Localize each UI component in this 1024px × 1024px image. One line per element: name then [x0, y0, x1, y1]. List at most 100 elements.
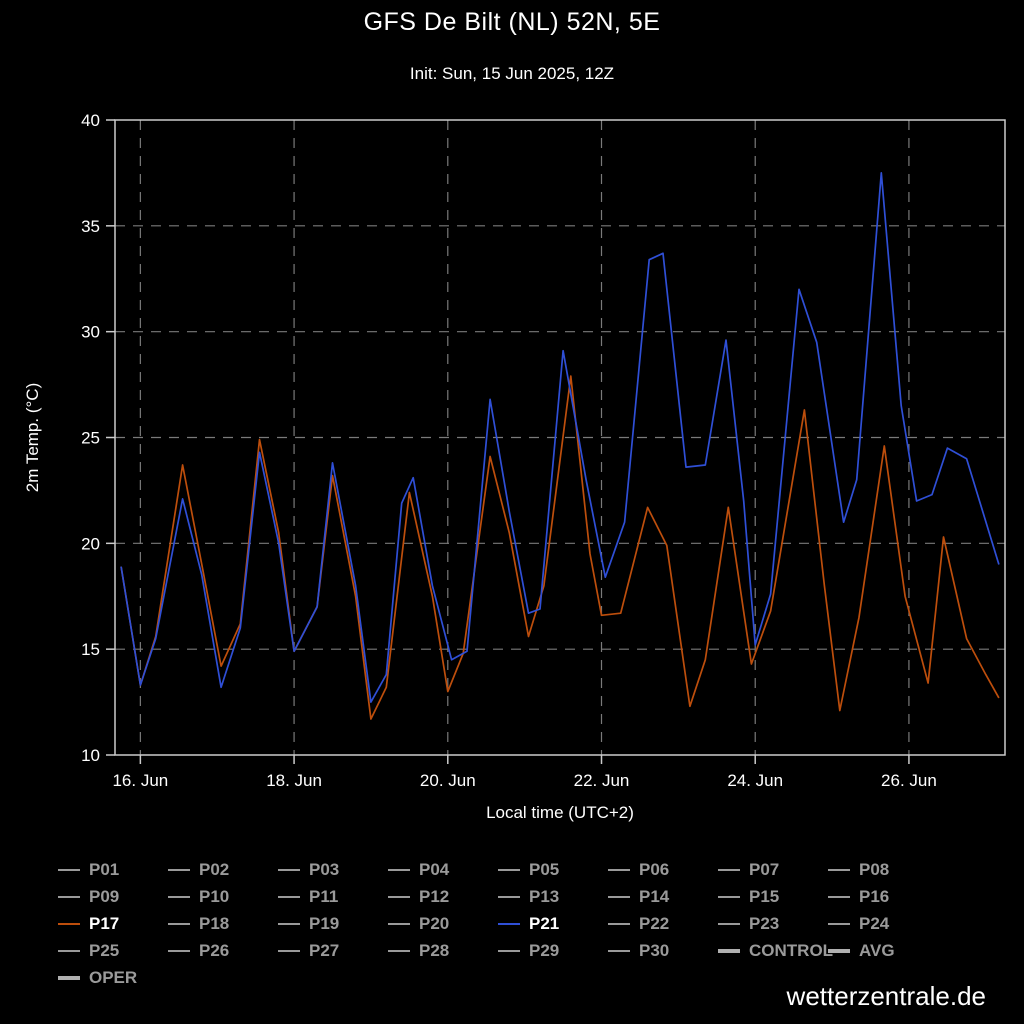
legend-label-p07: P07 — [749, 860, 780, 879]
legend-item-p27: P27 — [278, 941, 388, 961]
legend-item-p05: P05 — [498, 860, 608, 880]
y-tick-label: 30 — [81, 323, 100, 342]
legend-swatch-p08 — [828, 869, 850, 871]
x-tick-label: 16. Jun — [112, 771, 168, 790]
legend-swatch-p14 — [608, 896, 630, 898]
legend-swatch-p02 — [168, 869, 190, 871]
legend-label-p13: P13 — [529, 887, 560, 906]
legend-item-p01: P01 — [58, 860, 168, 880]
legend-item-p08: P08 — [828, 860, 938, 880]
legend-swatch-p30 — [608, 950, 630, 952]
legend-item-p10: P10 — [168, 887, 278, 907]
legend-label-p17: P17 — [89, 914, 120, 933]
legend-label-p08: P08 — [859, 860, 890, 879]
legend-swatch-p09 — [58, 896, 80, 898]
legend-label-oper: OPER — [89, 968, 138, 987]
legend-label-p12: P12 — [419, 887, 450, 906]
legend-label-p27: P27 — [309, 941, 340, 960]
plot-frame — [114, 119, 1006, 756]
y-tick-label: 15 — [81, 640, 100, 659]
legend-item-p15: P15 — [718, 887, 828, 907]
legend-swatch-p11 — [278, 896, 300, 898]
legend-label-p01: P01 — [89, 860, 120, 879]
legend-swatch-p27 — [278, 950, 300, 952]
legend-item-p30: P30 — [608, 941, 718, 961]
legend: P01 P02 P03 P04 P05 P06 P07 P08 P09 P10 P11 P12 P13 P… — [58, 860, 938, 988]
legend-item-p03: P03 — [278, 860, 388, 880]
legend-item-p07: P07 — [718, 860, 828, 880]
legend-swatch-p22 — [608, 923, 630, 925]
y-tick-label: 20 — [81, 534, 100, 553]
legend-swatch-p17 — [58, 923, 80, 925]
legend-label-p04: P04 — [419, 860, 450, 879]
legend-item-p17: P17 — [58, 914, 168, 934]
legend-swatch-p06 — [608, 869, 630, 871]
legend-item-p29: P29 — [498, 941, 608, 961]
legend-swatch-p10 — [168, 896, 190, 898]
legend-label-p11: P11 — [309, 887, 339, 906]
legend-label-p06: P06 — [639, 860, 670, 879]
x-axis-title: Local time (UTC+2) — [486, 803, 634, 822]
legend-item-p16: P16 — [828, 887, 938, 907]
legend-item-p09: P09 — [58, 887, 168, 907]
x-tick-label: 22. Jun — [574, 771, 630, 790]
legend-swatch-p28 — [388, 950, 410, 952]
legend-label-p19: P19 — [309, 914, 340, 933]
legend-swatch-p25 — [58, 950, 80, 952]
legend-label-p03: P03 — [309, 860, 340, 879]
legend-item-p25: P25 — [58, 941, 168, 961]
chart-subtitle: Init: Sun, 15 Jun 2025, 12Z — [409, 64, 615, 83]
y-axis-title: 2m Temp. (°C) — [23, 383, 42, 492]
legend-item-p26: P26 — [168, 941, 278, 961]
legend-item-p11: P11 — [278, 887, 388, 907]
legend-label-p22: P22 — [639, 914, 670, 933]
legend-item-oper: OPER — [58, 968, 168, 988]
legend-label-p02: P02 — [199, 860, 230, 879]
legend-swatch-p21 — [498, 923, 520, 925]
x-tick-label: 26. Jun — [881, 771, 937, 790]
legend-item-p13: P13 — [498, 887, 608, 907]
y-tick-label: 35 — [81, 217, 100, 236]
chart-title: GFS De Bilt (NL) 52N, 5E — [363, 8, 661, 36]
watermark: wetterzentrale.de — [786, 981, 986, 1011]
x-tick-label: 18. Jun — [266, 771, 322, 790]
legend-label-p21: P21 — [529, 914, 560, 933]
legend-label-p20: P20 — [419, 914, 450, 933]
legend-item-p22: P22 — [608, 914, 718, 934]
legend-swatch-p23 — [718, 923, 740, 925]
x-tick-label: 20. Jun — [420, 771, 476, 790]
y-tick-label: 10 — [81, 746, 100, 765]
legend-swatch-p13 — [498, 896, 520, 898]
legend-label-p14: P14 — [639, 887, 670, 906]
legend-swatch-p12 — [388, 896, 410, 898]
legend-item-p04: P04 — [388, 860, 498, 880]
legend-item-p12: P12 — [388, 887, 498, 907]
legend-label-p10: P10 — [199, 887, 230, 906]
legend-item-p02: P02 — [168, 860, 278, 880]
legend-label-p15: P15 — [749, 887, 780, 906]
legend-item-p23: P23 — [718, 914, 828, 934]
series-line-p17 — [120, 375, 1000, 720]
y-tick-label: 25 — [81, 429, 100, 448]
legend-swatch-p05 — [498, 869, 520, 871]
legend-item-p21: P21 — [498, 914, 608, 934]
legend-swatch-avg — [828, 949, 850, 953]
legend-swatch-p18 — [168, 923, 190, 925]
legend-swatch-p20 — [388, 923, 410, 925]
legend-swatch-p07 — [718, 869, 740, 871]
legend-item-control: CONTROL — [718, 941, 833, 961]
legend-swatch-oper — [58, 976, 80, 980]
legend-swatch-p29 — [498, 950, 520, 952]
legend-item-p19: P19 — [278, 914, 388, 934]
x-tick-label: 24. Jun — [727, 771, 783, 790]
series-line-p21 — [120, 172, 1000, 703]
legend-label-p09: P09 — [89, 887, 120, 906]
y-tick-label: 40 — [81, 111, 100, 130]
legend-swatch-p24 — [828, 923, 850, 925]
legend-label-p29: P29 — [529, 941, 560, 960]
legend-item-p24: P24 — [828, 914, 938, 934]
legend-swatch-p19 — [278, 923, 300, 925]
legend-item-p18: P18 — [168, 914, 278, 934]
legend-swatch-control — [718, 949, 740, 953]
